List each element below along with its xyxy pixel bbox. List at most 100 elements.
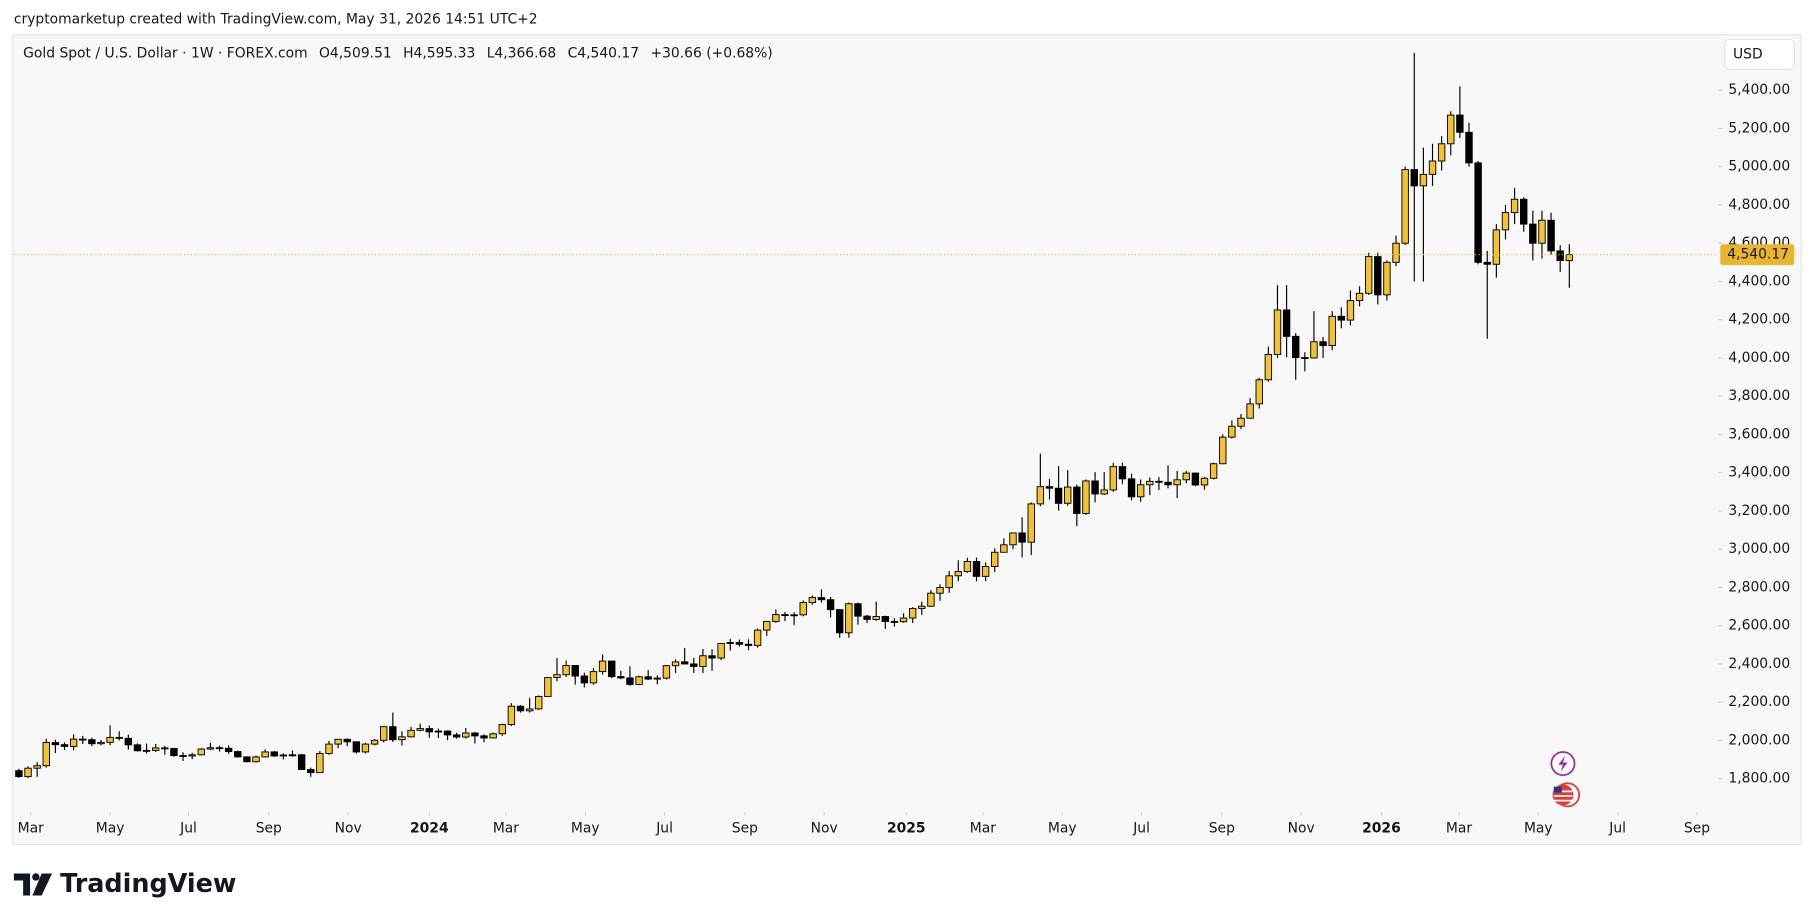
candle-body [644,676,652,680]
candle-body [1027,503,1035,543]
brand-name[interactable]: TradingView [60,869,236,899]
y-tick-label: 2,800.00 [1728,579,1790,595]
candle-body [1456,114,1464,133]
y-tick-label: 2,400.00 [1728,656,1790,672]
x-tick-label: May [1048,820,1077,836]
candle-body [571,665,579,677]
candle-body [15,770,23,778]
x-tick-label: Nov [335,820,362,836]
candle-body [972,560,981,577]
candle-body [361,743,370,753]
x-tick-label: Sep [732,820,758,836]
candle-body [1045,486,1054,489]
candle-body [407,729,415,738]
candle-body [1136,484,1145,498]
x-tick-label: Sep [1209,820,1235,836]
x-tick-label: Nov [1288,820,1315,836]
candle-body [890,621,899,623]
candle-body [1082,480,1090,514]
candle-body [580,675,589,684]
candle-body [288,754,297,757]
candle-body [115,736,123,739]
y-tick-label: 4,400.00 [1728,273,1790,289]
candle-body [653,677,662,680]
candle-body [507,705,516,726]
candle-body [790,614,798,617]
candle-body [1383,261,1391,296]
candle-body [1319,341,1327,347]
candle-body [1264,354,1273,381]
candle-body [981,565,990,577]
candle-body [498,724,506,735]
candle-body [142,749,151,752]
logo-part [13,873,31,896]
y-tick-label: 4,800.00 [1728,197,1790,213]
candle-body [927,592,935,607]
candle-body [1091,480,1099,495]
candle-body [863,615,871,620]
candle-body [1273,309,1282,355]
candle-body [872,616,880,620]
candle-body [735,642,744,645]
candle-body [416,728,424,731]
last-price-box [1720,244,1795,266]
candle-body [334,738,342,745]
y-tick-label: 1,800.00 [1728,771,1790,787]
currency-label[interactable]: USD [1733,46,1763,62]
candle-body [598,660,607,673]
x-tick-label: Mar [18,820,44,836]
candle-body [1000,544,1008,553]
x-tick-label: Jul [179,820,197,836]
y-tick-label: 3,400.00 [1728,465,1790,481]
candle-body [699,655,707,667]
flag-canton [1553,786,1562,793]
candle-body [744,643,753,646]
currency-box[interactable] [1724,38,1795,71]
x-tick-label: Jul [1132,820,1150,836]
candle-body [1447,114,1455,145]
candle-body [124,737,133,746]
candle-body [133,744,142,752]
candle-body [991,551,999,567]
candle-body [206,747,215,750]
candle-body [1374,256,1382,296]
candle-body [33,765,41,769]
ohlc-close: C4,540.17 [568,45,639,61]
candle-body [243,756,251,763]
candle-body [1401,169,1409,244]
candle-body [398,736,406,741]
candle-body [179,755,187,757]
x-tick-label: May [96,820,125,836]
candle-body [224,747,233,753]
logo-part [32,873,40,881]
candle-body [1100,489,1108,495]
symbol-title: Gold Spot / U.S. Dollar · 1W · FOREX.com [23,45,308,61]
candle-body [51,742,60,746]
candle-body [161,747,169,750]
candle-body [69,738,78,747]
candle-body [753,629,762,646]
candle-body [279,754,288,757]
candle-body [1419,173,1428,187]
brand-logo[interactable]: TradingView [13,869,237,899]
candle-body [1492,229,1501,265]
candle-body [954,571,962,577]
candle-body [1520,198,1528,225]
candle-body [781,614,789,617]
candle-body [1428,160,1437,175]
candle-body [680,661,689,665]
candle-body [151,747,160,751]
candle-body [1018,532,1026,543]
candle-body [662,665,671,679]
candle-body [1146,480,1154,486]
candle-body [516,705,525,712]
last-price-label: 4,540.17 [1727,247,1789,263]
currency-button[interactable]: USD [1724,38,1795,71]
candle-body [671,661,680,667]
symbol-legend: Gold Spot / U.S. Dollar · 1W · FOREX.com… [23,45,773,61]
x-tick-label: 2024 [410,820,449,836]
candle-body [1501,212,1510,231]
candle-body [1529,223,1537,244]
candle-body [908,608,917,619]
